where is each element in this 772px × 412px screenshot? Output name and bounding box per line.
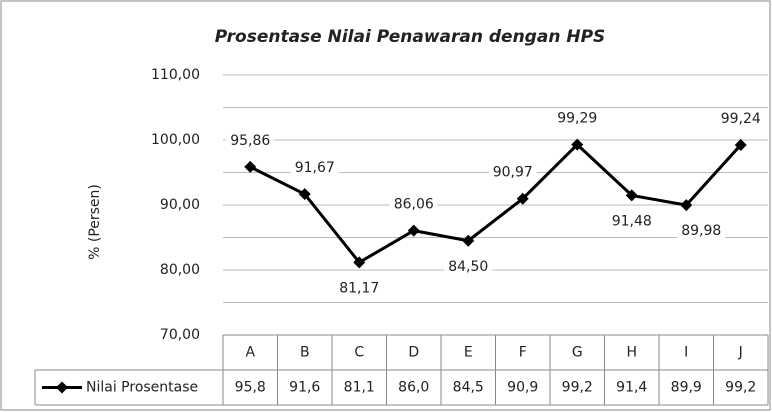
marker bbox=[407, 224, 420, 237]
label-bg bbox=[335, 279, 384, 298]
table-cell: 90,9 bbox=[507, 380, 538, 396]
marker bbox=[298, 188, 311, 201]
label-bg bbox=[677, 222, 726, 241]
x-tick-label: D bbox=[408, 345, 419, 361]
y-tick-label: 110,00 bbox=[151, 67, 200, 83]
label-bg bbox=[716, 109, 765, 128]
table-cell: 91,6 bbox=[289, 380, 320, 396]
marker bbox=[734, 138, 747, 151]
chart-title: Prosentase Nilai Penawaran dengan HPS bbox=[215, 27, 606, 47]
table-cell: 81,1 bbox=[344, 380, 375, 396]
marker bbox=[353, 256, 366, 269]
x-tick-label: E bbox=[464, 345, 473, 361]
table-cell: 99,2 bbox=[562, 380, 593, 396]
table-cell: 91,4 bbox=[616, 380, 647, 396]
label-bg bbox=[488, 163, 537, 182]
x-tick-label: A bbox=[245, 345, 255, 361]
label-bg bbox=[607, 212, 656, 231]
x-tick-label: C bbox=[354, 345, 364, 361]
label-bg bbox=[444, 257, 493, 276]
x-tick-label: J bbox=[738, 345, 743, 361]
table-cell: 99,2 bbox=[725, 380, 756, 396]
y-tick-label: 90,00 bbox=[160, 197, 200, 213]
x-tick-label: H bbox=[626, 345, 637, 361]
marker bbox=[462, 234, 475, 247]
label-bg bbox=[290, 159, 339, 178]
marker bbox=[516, 192, 529, 205]
data-label: 90,97 bbox=[493, 165, 533, 181]
label-bg bbox=[226, 131, 275, 150]
x-tick-label: B bbox=[300, 345, 310, 361]
marker bbox=[625, 189, 638, 202]
series-line bbox=[249, 142, 742, 265]
marker bbox=[571, 138, 584, 151]
data-label: 99,29 bbox=[557, 111, 597, 127]
label-bg bbox=[553, 109, 602, 128]
x-tick-label: F bbox=[519, 345, 527, 361]
data-label: 91,48 bbox=[612, 213, 652, 229]
data-label: 84,50 bbox=[448, 259, 488, 275]
y-axis-title: % (Persen) bbox=[87, 184, 103, 260]
label-bg bbox=[389, 195, 438, 214]
x-tick-label: G bbox=[572, 345, 583, 361]
legend-marker bbox=[56, 381, 68, 394]
legend-label: Nilai Prosentase bbox=[86, 380, 198, 396]
table-cell: 95,8 bbox=[235, 380, 266, 396]
table-cell: 89,9 bbox=[671, 380, 702, 396]
data-label: 99,24 bbox=[721, 111, 761, 127]
y-tick-label: 70,00 bbox=[160, 327, 200, 343]
x-tick-label: I bbox=[684, 345, 688, 361]
table-cell: 86,0 bbox=[398, 380, 429, 396]
data-label: 91,67 bbox=[295, 160, 335, 176]
marker bbox=[244, 160, 257, 173]
y-tick-label: 80,00 bbox=[160, 262, 200, 278]
data-label: 86,06 bbox=[394, 197, 434, 213]
table-cell: 84,5 bbox=[453, 380, 484, 396]
data-label: 89,98 bbox=[681, 223, 721, 239]
marker bbox=[680, 199, 693, 212]
data-label: 81,17 bbox=[339, 280, 379, 296]
y-tick-label: 100,00 bbox=[151, 132, 200, 148]
data-label: 95,86 bbox=[230, 133, 270, 149]
